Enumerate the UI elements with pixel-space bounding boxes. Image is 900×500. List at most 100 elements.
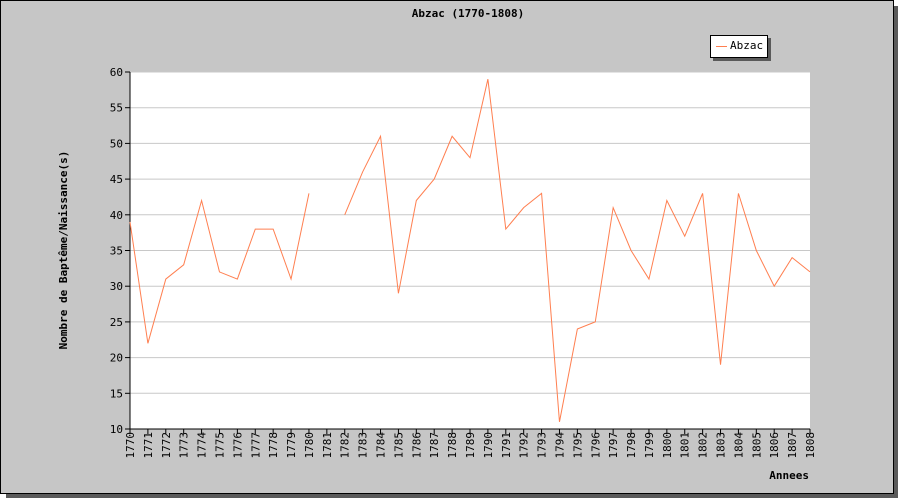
data-point — [737, 192, 740, 195]
x-tick-label: 1792 — [518, 432, 531, 459]
x-tick-label: 1789 — [464, 432, 477, 459]
x-tick-label: 1798 — [625, 432, 638, 459]
data-point — [504, 228, 507, 231]
data-point — [469, 156, 472, 159]
x-tick-label: 1784 — [375, 432, 388, 459]
data-point — [451, 135, 454, 138]
x-tick-label: 1777 — [249, 432, 262, 459]
x-tick-label: 1774 — [196, 432, 209, 459]
data-point — [701, 192, 704, 195]
data-point — [665, 199, 668, 202]
x-tick-label: 1790 — [482, 432, 495, 459]
x-tick-label: 1801 — [679, 432, 692, 459]
y-tick-label: 30 — [110, 280, 123, 293]
x-tick-label: 1793 — [536, 432, 549, 459]
y-tick-label: 40 — [110, 209, 123, 222]
x-tick-label: 1804 — [732, 432, 745, 459]
legend: Abzac — [710, 35, 768, 58]
y-tick-label: 60 — [110, 66, 123, 79]
y-tick-label: 20 — [110, 352, 123, 365]
y-axis-label: Nombre de Baptême/Naissance(s) — [57, 151, 70, 350]
data-point — [755, 249, 758, 252]
x-tick-label: 1805 — [750, 432, 763, 459]
data-point — [486, 78, 489, 81]
x-tick-label: 1795 — [571, 432, 584, 459]
legend-line-swatch — [716, 46, 727, 47]
x-tick-label: 1775 — [213, 432, 226, 459]
x-tick-label: 1782 — [339, 432, 352, 459]
x-tick-label: 1794 — [553, 432, 566, 459]
x-tick-label: 1770 — [124, 432, 137, 459]
x-tick-label: 1802 — [697, 432, 710, 459]
x-tick-label: 1783 — [357, 432, 370, 459]
data-point — [236, 278, 239, 281]
legend-label: Abzac — [730, 39, 764, 52]
x-tick-label: 1796 — [589, 432, 602, 459]
data-point — [397, 292, 400, 295]
data-point — [129, 220, 132, 223]
data-point — [290, 278, 293, 281]
x-tick-labels: 1770 1771 1772 1773 1774 1775 1776 1777 1778 1779… — [124, 432, 817, 459]
data-point — [361, 170, 364, 173]
axes — [125, 71, 811, 434]
x-tick-label: 1778 — [267, 432, 280, 459]
x-tick-label: 1799 — [643, 432, 656, 459]
data-point — [522, 206, 525, 209]
series-abzac — [129, 78, 812, 423]
x-tick-label: 1787 — [428, 432, 441, 459]
y-tick-label: 15 — [110, 387, 123, 400]
data-point — [647, 278, 650, 281]
y-tick-label: 10 — [110, 423, 123, 436]
y-tick-label: 45 — [110, 173, 123, 186]
y-tick-label: 55 — [110, 102, 123, 115]
x-tick-label: 1788 — [446, 432, 459, 459]
data-point — [254, 228, 257, 231]
x-tick-label: 1786 — [410, 432, 423, 459]
data-point — [773, 285, 776, 288]
x-tick-label: 1785 — [392, 432, 405, 459]
data-point — [218, 270, 221, 273]
x-axis-label: Annees — [769, 469, 809, 482]
data-point — [612, 206, 615, 209]
x-tick-label: 1800 — [661, 432, 674, 459]
y-tick-label: 35 — [110, 245, 123, 258]
x-tick-label: 1803 — [715, 432, 728, 459]
data-point — [415, 199, 418, 202]
x-tick-label: 1773 — [178, 432, 191, 459]
x-tick-label: 1797 — [607, 432, 620, 459]
y-tick-label: 50 — [110, 137, 123, 150]
x-tick-label: 1806 — [768, 432, 781, 459]
series-line-segment — [344, 79, 811, 422]
data-point — [558, 420, 561, 423]
data-point — [146, 342, 149, 345]
data-point — [594, 320, 597, 323]
data-point — [433, 178, 436, 181]
data-point — [182, 263, 185, 266]
data-point — [809, 270, 812, 273]
data-point — [200, 199, 203, 202]
data-point — [683, 235, 686, 238]
data-point — [379, 135, 382, 138]
x-tick-label: 1808 — [804, 432, 817, 459]
x-tick-label: 1776 — [231, 432, 244, 459]
x-tick-label: 1772 — [160, 432, 173, 459]
x-tick-label: 1791 — [500, 432, 513, 459]
x-tick-label: 1771 — [142, 432, 155, 459]
series-line-segment — [129, 193, 310, 344]
chart-title: Abzac (1770-1808) — [412, 7, 525, 20]
data-point — [343, 213, 346, 216]
data-point — [164, 278, 167, 281]
x-tick-label: 1781 — [321, 432, 334, 459]
data-point — [719, 363, 722, 366]
x-tick-label: 1780 — [303, 432, 316, 459]
data-point — [791, 256, 794, 259]
data-point — [540, 192, 543, 195]
x-tick-label: 1779 — [285, 432, 298, 459]
data-point — [307, 192, 310, 195]
y-tick-label: 25 — [110, 316, 123, 329]
data-point — [576, 328, 579, 331]
data-point — [630, 249, 633, 252]
x-tick-label: 1807 — [786, 432, 799, 459]
y-tick-labels: 10 15 20 25 30 35 40 45 50 55 60 — [110, 66, 123, 436]
